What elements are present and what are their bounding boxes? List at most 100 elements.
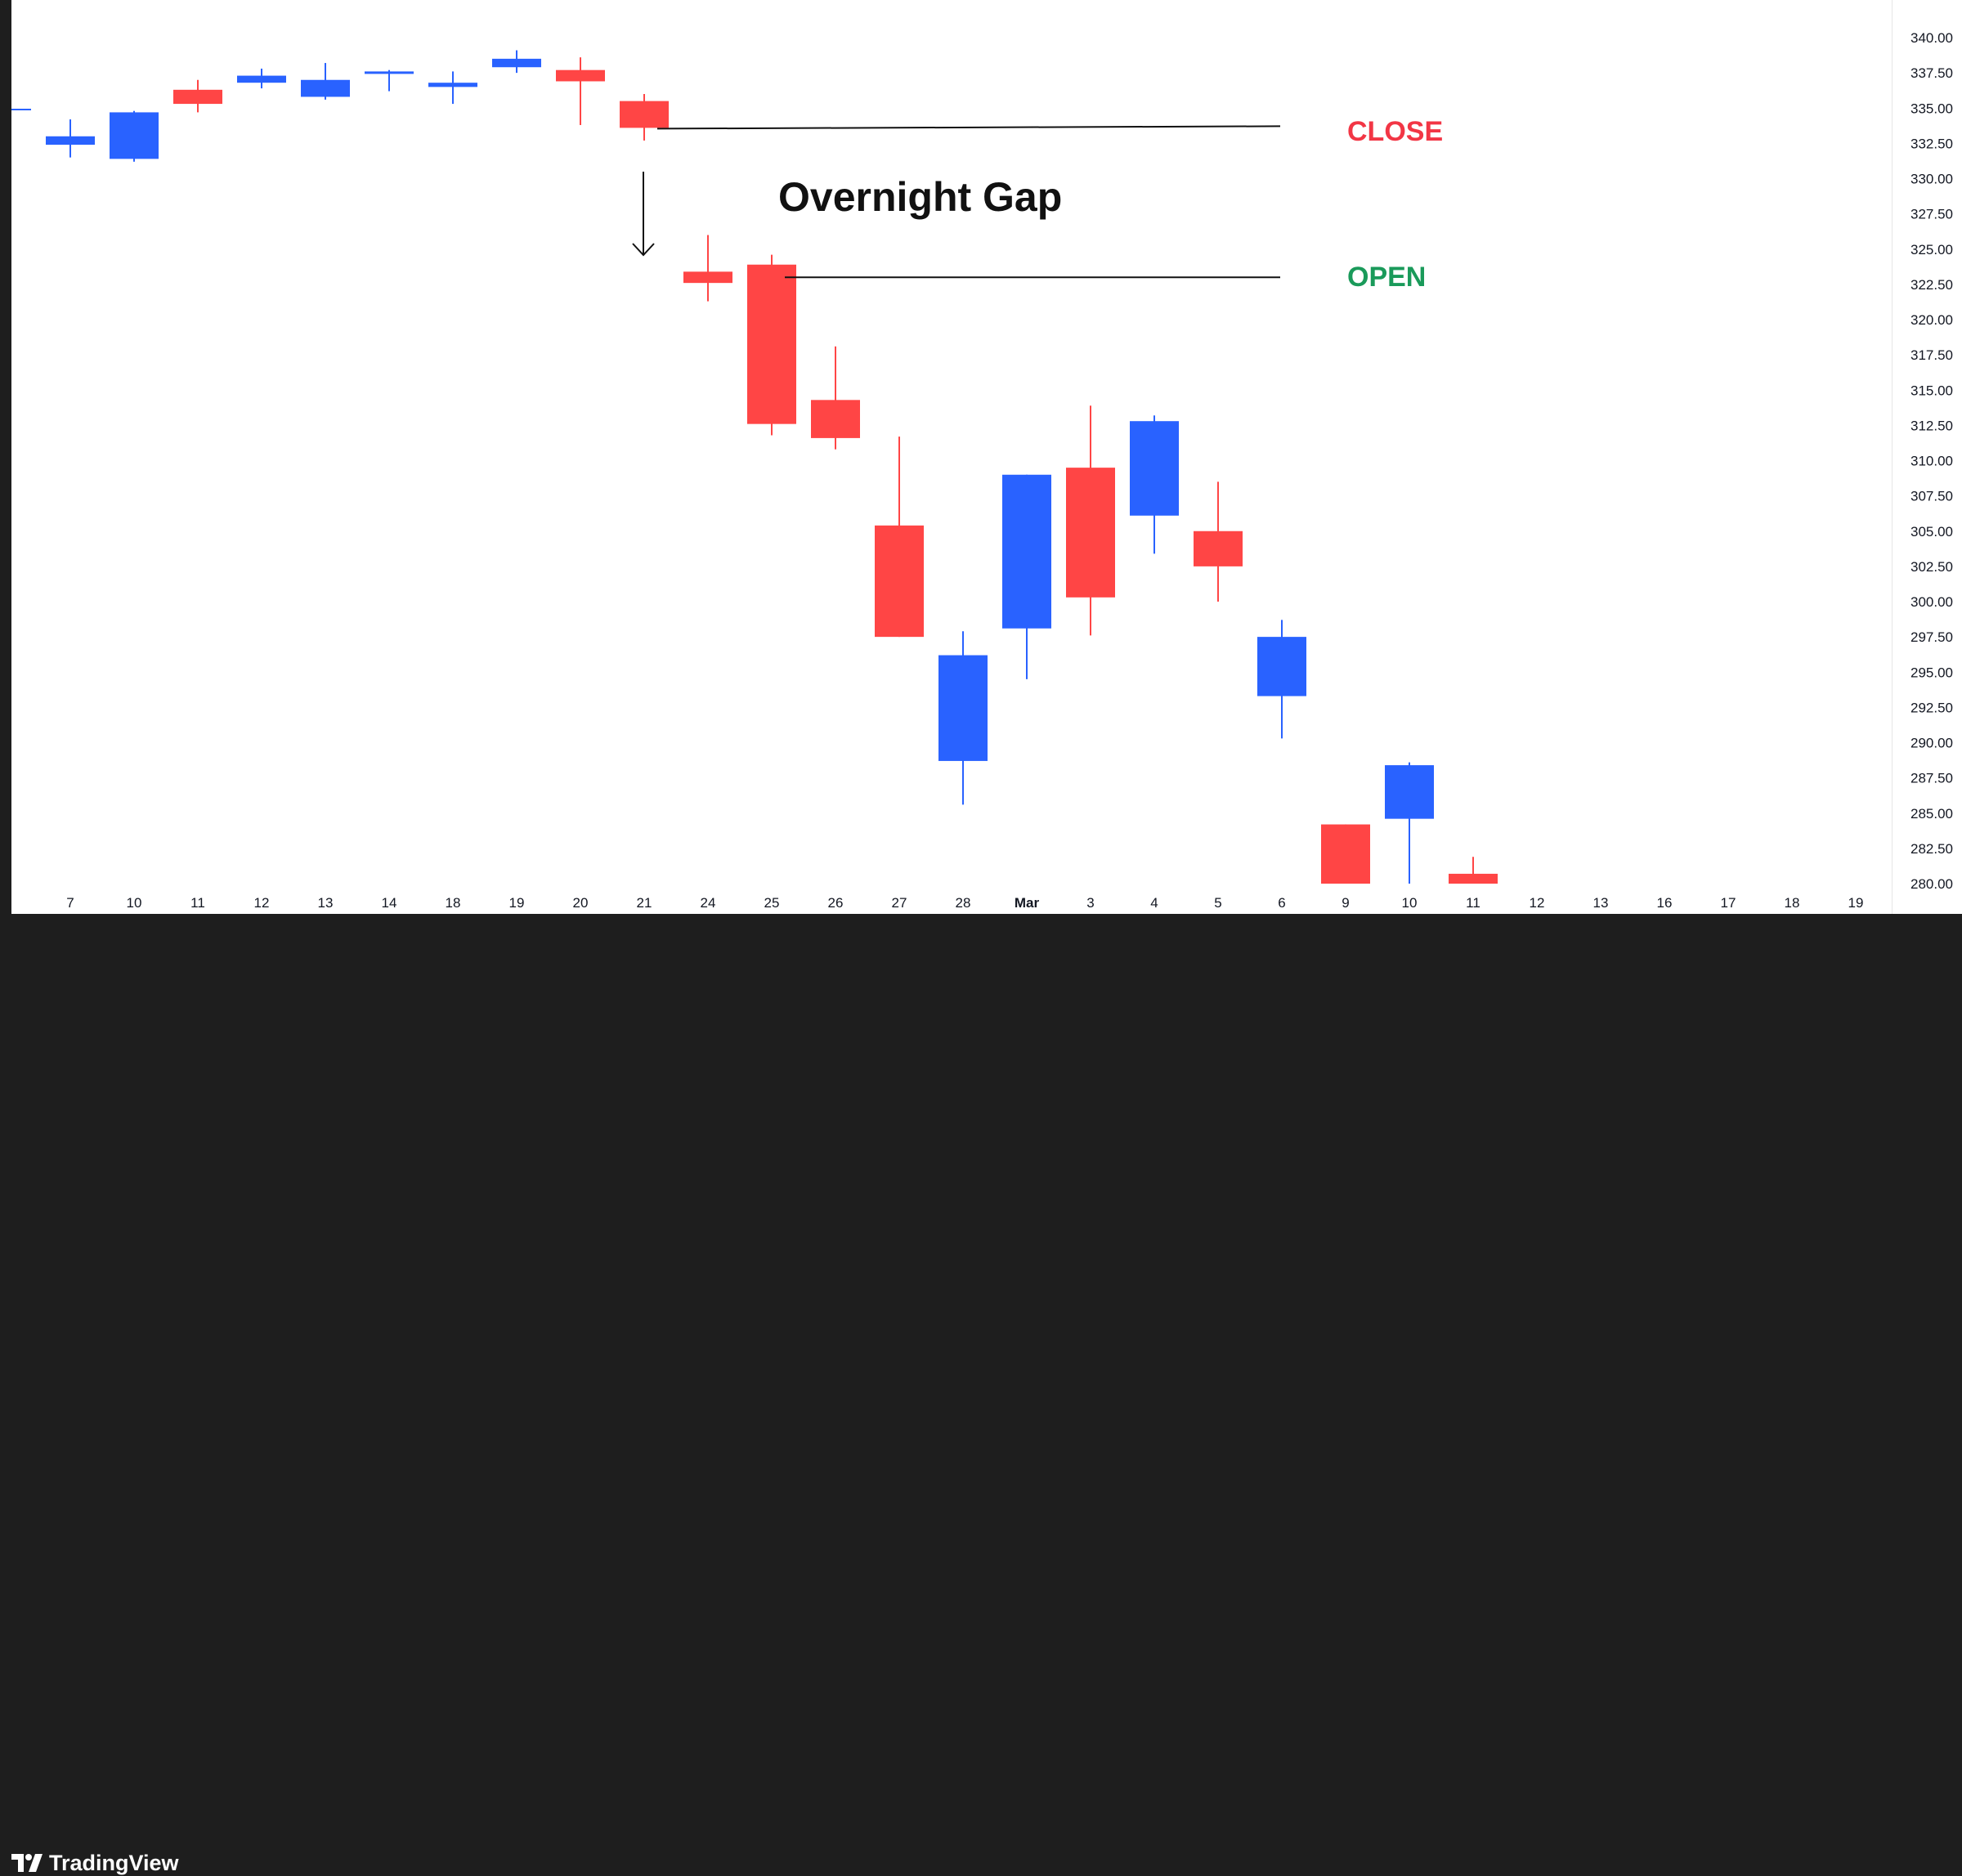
x-tick-label: 24	[701, 895, 716, 911]
candle[interactable]	[620, 94, 669, 141]
annotations-layer: Overnight Gap CLOSE OPEN	[632, 116, 1443, 293]
candle[interactable]	[1321, 824, 1370, 884]
x-tick-label: 13	[1593, 895, 1609, 911]
y-tick-label: 292.50	[1910, 700, 1953, 715]
candle[interactable]	[365, 69, 414, 92]
candle[interactable]	[1002, 474, 1051, 679]
footer-bar: TradingView	[0, 914, 1962, 1875]
x-tick-label: 7	[66, 895, 74, 911]
candle-body	[938, 655, 988, 761]
candle[interactable]	[1194, 481, 1243, 602]
x-tick-label: 21	[637, 895, 652, 911]
y-tick-label: 332.50	[1910, 136, 1953, 151]
candle-body	[556, 69, 605, 82]
candle[interactable]	[811, 346, 860, 450]
chart-pane[interactable]: Overnight Gap CLOSE OPEN 7 10 11 12 13 14 18 19…	[11, 0, 1892, 914]
candle-body	[747, 264, 796, 424]
candle-body	[1194, 531, 1243, 566]
open-label: OPEN	[1347, 262, 1426, 293]
candle-body	[1257, 637, 1306, 696]
candle[interactable]	[1257, 620, 1306, 739]
price-axis-scale: 340.00 337.50 335.00 332.50 330.00 327.50 325.…	[1910, 30, 1953, 892]
y-tick-label: 320.00	[1910, 312, 1953, 328]
y-tick-label: 295.00	[1910, 665, 1953, 680]
candlestick-chart[interactable]: Overnight Gap CLOSE OPEN 7 10 11 12 13 14 18 19…	[11, 0, 1892, 914]
time-axis: 7 10 11 12 13 14 18 19 20 21 24 25 26 27 28 Mar 3 4 5 6 9 10 1…	[66, 895, 1863, 911]
y-tick-label: 337.50	[1910, 65, 1953, 81]
x-tick-label: 6	[1278, 895, 1285, 911]
x-tick-label: 10	[1402, 895, 1418, 911]
down-arrow-icon[interactable]	[632, 172, 655, 257]
x-tick-label: 20	[573, 895, 589, 911]
tradingview-logo-icon	[11, 1854, 43, 1872]
y-tick-label: 287.50	[1910, 771, 1953, 786]
y-tick-label: 282.50	[1910, 841, 1953, 857]
y-tick-label: 290.00	[1910, 736, 1953, 751]
candle-body	[620, 101, 669, 128]
candle-body	[492, 58, 541, 68]
candle[interactable]	[492, 50, 541, 74]
candle-body	[811, 400, 860, 438]
y-tick-label: 317.50	[1910, 347, 1953, 363]
y-tick-label: 297.50	[1910, 629, 1953, 645]
candle[interactable]	[110, 110, 159, 162]
y-tick-label: 315.00	[1910, 383, 1953, 398]
x-tick-label: 19	[509, 895, 525, 911]
overnight-gap-label: Overnight Gap	[778, 174, 1062, 220]
y-tick-label: 302.50	[1910, 559, 1953, 575]
x-tick-label: 19	[1848, 895, 1864, 911]
candle[interactable]	[1130, 415, 1179, 554]
close-level-line[interactable]	[656, 125, 1281, 130]
candle-body	[46, 136, 95, 146]
candle-body	[1385, 765, 1434, 819]
candle[interactable]	[173, 79, 222, 113]
x-tick-label: 17	[1721, 895, 1736, 911]
x-tick-label: 10	[127, 895, 142, 911]
candle[interactable]	[1449, 857, 1498, 884]
candle[interactable]	[301, 63, 350, 100]
candle-body	[875, 525, 924, 638]
x-tick-label: 9	[1342, 895, 1349, 911]
x-tick-label: 5	[1214, 895, 1221, 911]
candle[interactable]	[1385, 762, 1434, 884]
x-tick-label: 13	[318, 895, 334, 911]
x-tick-label: Mar	[1015, 895, 1040, 911]
candle[interactable]	[875, 437, 924, 638]
candle[interactable]	[1066, 405, 1115, 636]
candle-body	[1066, 468, 1115, 598]
x-tick-label: 28	[956, 895, 971, 911]
x-tick-label: 27	[892, 895, 907, 911]
y-tick-label: 327.50	[1910, 207, 1953, 222]
x-tick-label: 3	[1086, 895, 1094, 911]
candle[interactable]	[237, 68, 286, 89]
tradingview-logo[interactable]: TradingView	[11, 1851, 179, 1875]
x-tick-label: 11	[1466, 895, 1480, 911]
candle[interactable]	[683, 235, 732, 302]
y-tick-label: 310.00	[1910, 454, 1953, 469]
candle[interactable]	[747, 254, 796, 436]
candle-body	[1002, 474, 1051, 629]
x-tick-label: 12	[1530, 895, 1545, 911]
candle-body	[110, 112, 159, 159]
y-tick-label: 340.00	[1910, 30, 1953, 46]
candle[interactable]	[938, 631, 988, 805]
candle[interactable]	[556, 57, 605, 125]
x-tick-label: 4	[1150, 895, 1158, 911]
x-tick-label: 12	[254, 895, 270, 911]
price-axis[interactable]: 340.00 337.50 335.00 332.50 330.00 327.50 325.…	[1892, 0, 1962, 914]
x-tick-label: 25	[764, 895, 780, 911]
y-tick-label: 307.50	[1910, 489, 1953, 504]
candle-body	[173, 89, 222, 105]
candle-body	[237, 75, 286, 83]
candle-body	[365, 71, 414, 74]
candle-body	[428, 83, 477, 87]
y-tick-label: 285.00	[1910, 806, 1953, 822]
candle[interactable]	[428, 71, 477, 105]
y-tick-label: 305.00	[1910, 524, 1953, 540]
x-tick-label: 26	[828, 895, 844, 911]
candles-layer	[11, 50, 1498, 884]
candle-body	[1321, 824, 1370, 884]
y-tick-label: 335.00	[1910, 101, 1953, 116]
candle[interactable]	[46, 119, 95, 158]
